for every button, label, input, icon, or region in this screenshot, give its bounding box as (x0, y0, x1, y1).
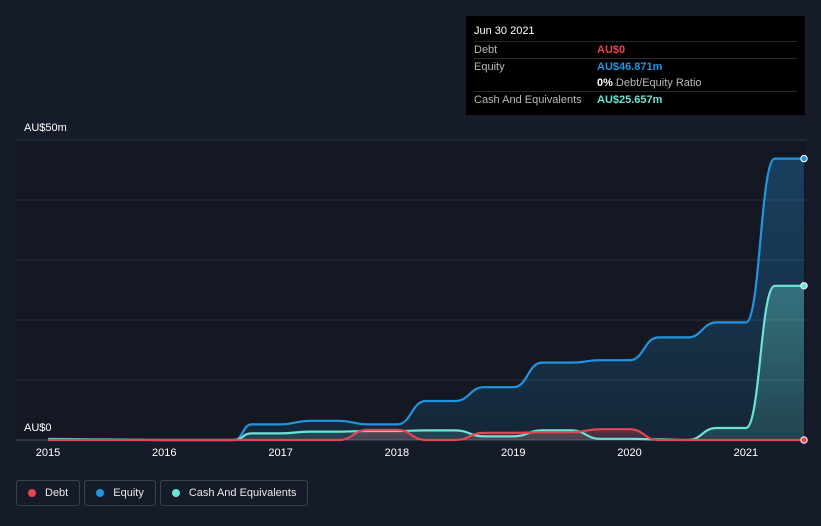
tooltip-cash-value: AU$25.657m (597, 94, 663, 106)
x-tick-label: 2019 (500, 447, 526, 459)
tooltip-row-ratio: 0% Debt/Equity Ratio (474, 75, 797, 91)
debt-endpoint (800, 436, 808, 444)
x-tick-label: 2017 (268, 447, 293, 459)
tooltip-row-debt: Debt AU$0 (474, 41, 797, 58)
tooltip-row-cash: Cash And Equivalents AU$25.657m (474, 91, 797, 108)
tooltip-date: Jun 30 2021 (474, 25, 535, 37)
legend-dot-equity-icon (96, 489, 105, 497)
tooltip-row-equity: Equity AU$46.871m (474, 58, 797, 75)
equity-endpoint (800, 154, 808, 163)
tooltip-cash-label: Cash And Equivalents (474, 94, 582, 106)
series-areas (48, 158, 804, 440)
tooltip-equity-label: Equity (474, 61, 505, 73)
debt-line (48, 428, 804, 442)
tooltip-debt-value: AU$0 (597, 44, 626, 56)
equity-area (48, 158, 804, 440)
series-endpoints (800, 154, 808, 444)
x-tick-label: 2021 (733, 447, 759, 459)
y-axis-min-label: AU$0 (24, 422, 52, 434)
series-lines (47, 157, 804, 442)
legend-item-equity[interactable]: Equity (84, 480, 156, 506)
debt-area (48, 429, 804, 440)
legend-item-cash[interactable]: Cash And Equivalents (159, 480, 309, 506)
tooltip-debt-label: Debt (474, 44, 498, 56)
legend-dot-debt-icon (28, 489, 36, 497)
legend-dot-cash-icon (171, 489, 180, 497)
y-axis-max-label: AU$50m (24, 122, 67, 134)
legend-item-debt[interactable]: Debt (16, 480, 81, 506)
legend-label-cash: Cash And Equivalents (188, 487, 297, 499)
x-tick-label: 2015 (35, 447, 61, 459)
cash-endpoint (800, 282, 808, 290)
x-tick-label: 2018 (384, 447, 410, 459)
data-tooltip: Jun 30 2021 Debt AU$0 Equity AU$46.871m … (466, 16, 805, 115)
tooltip-ratio-percent: 0% (597, 77, 613, 89)
tooltip-ratio-label: Debt/Equity Ratio (615, 77, 702, 89)
chart-legend: Debt Equity Cash And Equivalents (16, 480, 309, 506)
x-tick-label: 2020 (617, 447, 642, 459)
legend-label-equity: Equity (113, 487, 144, 499)
tooltip-equity-value: AU$46.871m (597, 61, 663, 73)
x-tick-label: 2016 (152, 447, 177, 459)
legend-label-debt: Debt (45, 487, 69, 499)
